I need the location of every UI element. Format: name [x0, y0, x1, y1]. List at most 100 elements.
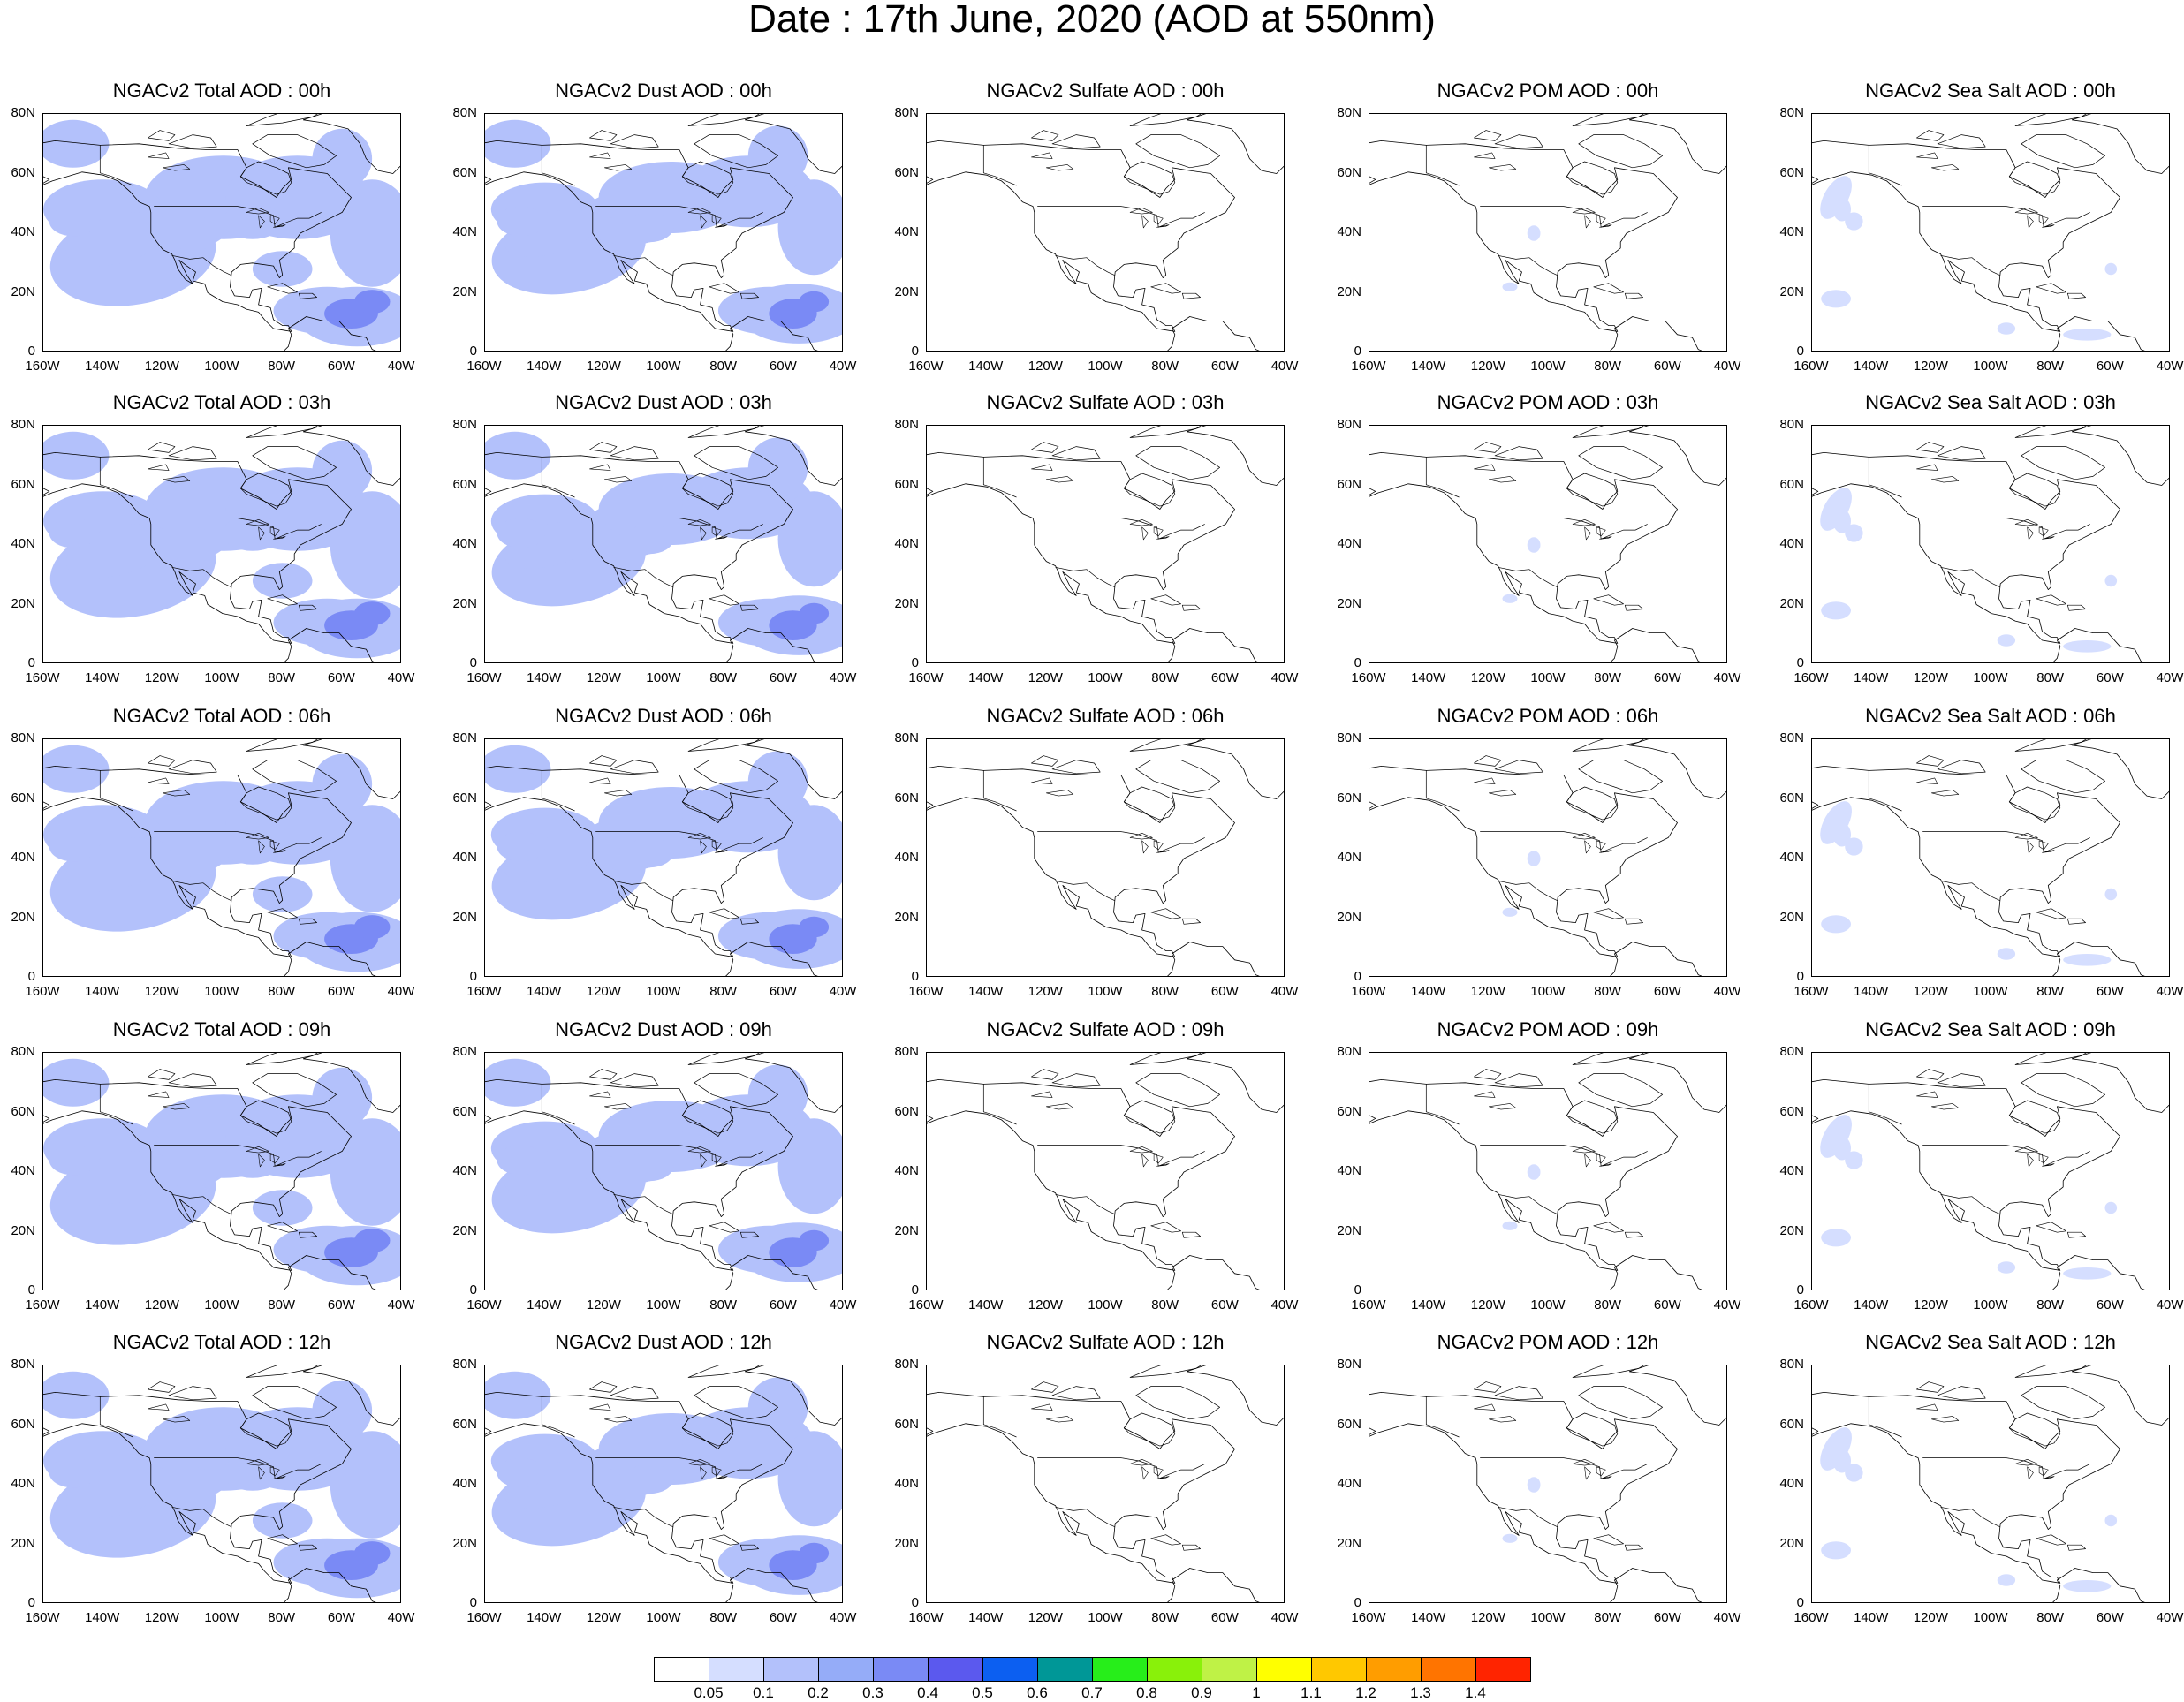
aod-contour-total: [330, 179, 400, 287]
coastline-north-america: [43, 451, 352, 644]
coastline-banks-island: [1474, 1381, 1502, 1393]
lake-outline: [1031, 1091, 1053, 1098]
border-us-mexico: [1055, 880, 1115, 901]
lon-tick-label: 120W: [1470, 1297, 1505, 1312]
aod-contour-seasalt: [1821, 601, 1851, 620]
coastline-ellesmere-island: [246, 426, 318, 438]
lat-tick-label: 60N: [1779, 164, 1804, 180]
coastline-cuba: [1150, 1222, 1181, 1233]
lake-outline: [1599, 1163, 1612, 1167]
map-plot-area: [42, 425, 401, 663]
aod-contour-seasalt: [1845, 524, 1863, 542]
aod-contour-seasalt: [1820, 1427, 1852, 1471]
coastline-baffin-island: [252, 446, 337, 480]
lat-tick-label: 40N: [894, 1476, 919, 1491]
aod-map: [927, 1365, 1284, 1602]
lat-tick-label: 40N: [1779, 850, 1804, 865]
lake-outline: [258, 526, 265, 541]
coastline-north-america: [1369, 1391, 1678, 1584]
lake-outline: [1916, 777, 1938, 784]
lake-outline: [604, 790, 633, 797]
lake-outline: [1153, 1466, 1164, 1477]
coastline-south-america: [1167, 1255, 1260, 1290]
coastline-ellesmere-island: [687, 1365, 760, 1378]
coastline-baffin-island: [1578, 1386, 1663, 1420]
coastline-ellesmere-island: [687, 114, 760, 126]
lake-outline: [1156, 1476, 1170, 1479]
lat-tick-label: 0: [27, 969, 35, 984]
lake-outline: [604, 164, 633, 171]
lat-tick-label: 60N: [11, 1103, 35, 1119]
coastline-hispaniola: [298, 1544, 317, 1551]
border-us-mexico: [1940, 254, 2000, 276]
aod-contour-seasalt: [2063, 1267, 2112, 1280]
lake-outline: [2038, 840, 2049, 851]
map-panel-dust-2: NGACv2 Dust AOD : 06h 0 20N 40N 60N 80N 160W 14…: [442, 705, 889, 1014]
lat-tick-label: 40N: [894, 1163, 919, 1178]
aod-contour-total: [49, 206, 97, 237]
lake-outline: [1931, 1416, 1960, 1423]
lake-outline: [604, 476, 633, 483]
coastline-north-america: [43, 1078, 352, 1271]
lon-tick-label: 40W: [829, 984, 857, 999]
lat-tick-label: 0: [1796, 655, 1804, 670]
lake-outline: [715, 224, 728, 228]
coastline-hudson-bay: [2008, 473, 2061, 507]
lake-outline: [2038, 215, 2049, 225]
lat-tick-label: 0: [911, 655, 919, 670]
coastline-victoria-island: [610, 1386, 659, 1401]
coastline-north-america: [485, 1391, 793, 1584]
border-us-mexico: [1940, 880, 2000, 901]
lon-tick-label: 120W: [1913, 670, 1948, 685]
coastline-banks-island: [148, 1069, 176, 1080]
lake-outline: [1046, 1103, 1074, 1110]
lake-outline: [1156, 1163, 1170, 1167]
lake-outline: [1489, 790, 1517, 797]
lat-tick-label: 40N: [11, 536, 35, 551]
lon-tick-label: 80W: [1594, 1297, 1622, 1312]
aod-contour-total: [252, 251, 313, 287]
coastline-north-america: [485, 1078, 793, 1271]
aod-contour-total: [169, 1466, 217, 1503]
lon-tick-label: 100W: [1088, 1610, 1123, 1625]
lat-tick-label: 0: [1354, 655, 1361, 670]
lon-tick-label: 160W: [1351, 984, 1386, 999]
lake-outline: [273, 1163, 286, 1167]
coastline-hispaniola: [1624, 292, 1643, 299]
coastline-baffin-island: [2021, 760, 2105, 794]
coastline-north-america: [43, 140, 352, 332]
coastline-banks-island: [1031, 755, 1059, 767]
lat-tick-label: 40N: [11, 224, 35, 239]
lon-tick-label: 100W: [204, 984, 239, 999]
border-us-canada: [1480, 1457, 1648, 1479]
lon-tick-label: 160W: [1793, 1610, 1829, 1625]
lon-tick-label: 60W: [2096, 1297, 2124, 1312]
map-panel-dust-3: NGACv2 Dust AOD : 09h 0 20N 40N 60N 80N 160W 14…: [442, 1018, 889, 1328]
coastline-hudson-bay: [1566, 473, 1619, 507]
lon-tick-label: 80W: [268, 1610, 296, 1625]
lake-outline: [700, 1154, 707, 1168]
border-us-mexico: [171, 880, 231, 901]
coastline-banks-island: [589, 755, 618, 767]
lake-outline: [1141, 840, 1149, 854]
lon-tick-label: 100W: [646, 984, 681, 999]
coastline-victoria-island: [1051, 1073, 1101, 1088]
lake-outline: [1599, 1476, 1612, 1479]
aod-contour-pom: [1527, 1477, 1541, 1493]
aod-contour-seasalt: [2104, 888, 2118, 901]
coastline-banks-island: [148, 755, 176, 767]
coastline-greenland: [744, 114, 842, 174]
lake-outline: [2042, 1163, 2055, 1167]
aod-contour-seasalt: [1997, 1574, 2016, 1586]
border-us-mexico: [1498, 880, 1558, 901]
lake-outline: [1156, 850, 1170, 853]
colorbar-swatch: [763, 1657, 819, 1682]
coastline-ellesmere-island: [1129, 1053, 1202, 1065]
coastline-hispaniola: [1624, 604, 1643, 611]
coastline-victoria-island: [1494, 1386, 1543, 1401]
lon-tick-label: 160W: [466, 359, 502, 374]
colorbar-swatch: [818, 1657, 874, 1682]
panel-title: NGACv2 Sea Salt AOD : 03h: [1865, 391, 2116, 413]
coastline-baffin-island: [694, 1073, 778, 1108]
lake-outline: [163, 164, 191, 171]
